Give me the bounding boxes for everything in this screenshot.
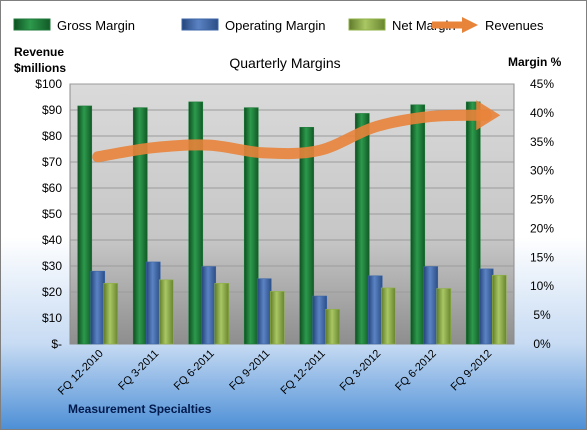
left-axis-label-line1: Revenue <box>14 45 64 59</box>
bar-gross-margin <box>355 113 369 344</box>
bar-gross-margin <box>189 102 203 344</box>
right-axis-label: Margin % <box>508 55 562 69</box>
legend-swatch <box>14 19 50 30</box>
left-tick-label: $40 <box>42 233 62 247</box>
bar-operating-margin <box>479 269 493 344</box>
left-tick-label: $60 <box>42 181 62 195</box>
left-tick-label: $100 <box>35 77 62 91</box>
legend-swatch <box>349 19 385 30</box>
bar-net-margin <box>159 280 173 344</box>
bar-operating-margin <box>368 276 382 344</box>
bar-gross-margin <box>411 105 425 344</box>
right-tick-label: 45% <box>530 77 554 91</box>
left-tick-label: $90 <box>42 103 62 117</box>
footer-label: Measurement Specialties <box>68 402 212 416</box>
bar-gross-margin <box>466 102 480 344</box>
right-tick-label: 0% <box>533 337 551 351</box>
bar-gross-margin <box>133 108 147 344</box>
right-tick-label: 15% <box>530 250 554 264</box>
bar-net-margin <box>215 283 229 344</box>
bar-net-margin <box>437 289 451 344</box>
right-tick-label: 20% <box>530 221 554 235</box>
right-tick-label: 25% <box>530 193 554 207</box>
bar-gross-margin <box>300 127 314 344</box>
left-tick-label: $10 <box>42 311 62 325</box>
bar-operating-margin <box>146 262 160 344</box>
legend-label: Operating Margin <box>225 18 325 33</box>
left-tick-label: $20 <box>42 285 62 299</box>
bar-operating-margin <box>313 296 327 344</box>
left-tick-label: $70 <box>42 155 62 169</box>
bar-operating-margin <box>257 279 271 344</box>
legend-label: Gross Margin <box>57 18 135 33</box>
bar-gross-margin <box>78 106 92 344</box>
right-tick-label: 35% <box>530 135 554 149</box>
left-tick-label: $30 <box>42 259 62 273</box>
bar-net-margin <box>104 283 118 344</box>
left-tick-label: $80 <box>42 129 62 143</box>
bar-operating-margin <box>91 271 105 344</box>
bar-net-margin <box>326 309 340 344</box>
bar-net-margin <box>381 288 395 344</box>
right-tick-label: 40% <box>530 106 554 120</box>
right-tick-label: 5% <box>533 308 551 322</box>
left-tick-label: $- <box>51 337 62 351</box>
bar-operating-margin <box>424 267 438 344</box>
right-tick-label: 10% <box>530 279 554 293</box>
left-axis-label-line2: $millions <box>14 61 66 75</box>
bar-gross-margin <box>244 108 258 344</box>
right-tick-label: 30% <box>530 164 554 178</box>
legend-swatch <box>182 19 218 30</box>
chart-title: Quarterly Margins <box>229 55 340 71</box>
legend-label: Revenues <box>485 18 544 33</box>
left-tick-label: $50 <box>42 207 62 221</box>
bar-net-margin <box>270 291 284 344</box>
bar-net-margin <box>492 275 506 344</box>
bar-operating-margin <box>202 267 216 344</box>
